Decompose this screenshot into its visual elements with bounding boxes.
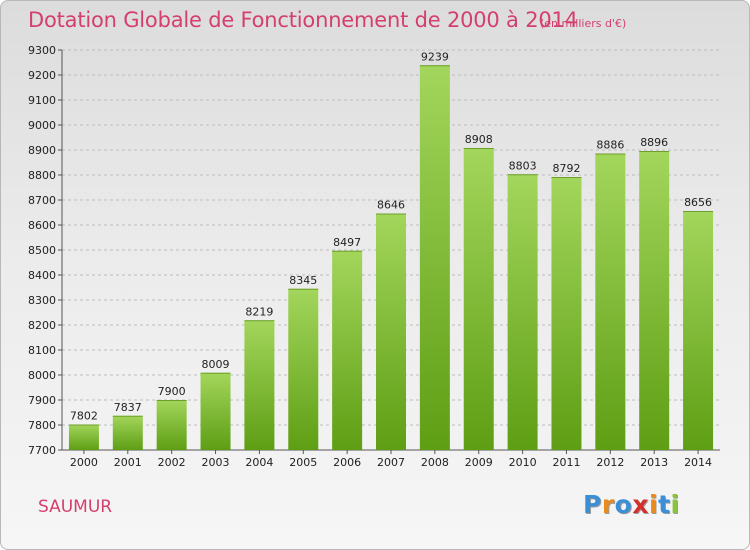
y-tick-label: 8300 bbox=[28, 294, 56, 307]
value-label-2009: 8908 bbox=[465, 133, 493, 146]
y-tick-label: 7700 bbox=[28, 444, 56, 457]
logo-letter: x bbox=[632, 490, 649, 519]
bar-2007 bbox=[376, 213, 406, 450]
x-tick-label: 2006 bbox=[333, 456, 361, 469]
x-tick-label: 2014 bbox=[684, 456, 712, 469]
y-tick-label: 8100 bbox=[28, 344, 56, 357]
logo-letter: o bbox=[614, 490, 633, 519]
x-tick-label: 2009 bbox=[465, 456, 493, 469]
bar-2006 bbox=[332, 250, 363, 450]
value-label-2007: 8646 bbox=[377, 199, 405, 212]
chart-title: Dotation Globale de Fonctionnement de 20… bbox=[28, 8, 578, 32]
logo-letter: i bbox=[649, 490, 659, 519]
bar-2005 bbox=[288, 288, 319, 450]
value-label-2008: 9239 bbox=[421, 50, 449, 63]
bar-2001 bbox=[112, 415, 143, 450]
y-tick-label: 8600 bbox=[28, 219, 56, 232]
x-tick-label: 2012 bbox=[596, 456, 624, 469]
y-tick-label: 8700 bbox=[28, 194, 56, 207]
y-tick-label: 9200 bbox=[28, 69, 56, 82]
y-tick-label: 8900 bbox=[28, 144, 56, 157]
y-tick-label: 8800 bbox=[28, 169, 56, 182]
x-tick-label: 2004 bbox=[245, 456, 273, 469]
x-tick-label: 2005 bbox=[289, 456, 317, 469]
x-tick-label: 2001 bbox=[114, 456, 142, 469]
y-tick-label: 9100 bbox=[28, 94, 56, 107]
y-tick-label: 7800 bbox=[28, 419, 56, 432]
y-tick-label: 8500 bbox=[28, 244, 56, 257]
bar-2000 bbox=[68, 424, 99, 450]
x-tick-label: 2000 bbox=[70, 456, 98, 469]
x-tick-label: 2008 bbox=[421, 456, 449, 469]
labels: 7700 7800 7900 8000 8100 8200 8300 8400 8500 8600… bbox=[28, 44, 712, 469]
bar-2013 bbox=[639, 151, 670, 450]
logo-letter: r bbox=[601, 490, 615, 519]
x-tick-label: 2011 bbox=[552, 456, 580, 469]
value-label-2014: 8656 bbox=[684, 196, 712, 209]
y-tick-label: 9000 bbox=[28, 119, 56, 132]
bar-2008 bbox=[419, 65, 450, 450]
y-tick-label: 9300 bbox=[28, 44, 56, 57]
value-label-2000: 7802 bbox=[70, 410, 98, 423]
bar-2012 bbox=[595, 153, 626, 450]
x-tick-label: 2013 bbox=[640, 456, 668, 469]
bar-2014 bbox=[683, 211, 714, 450]
x-tick-label: 2003 bbox=[202, 456, 230, 469]
value-label-2013: 8896 bbox=[640, 136, 668, 149]
value-label-2011: 8792 bbox=[552, 162, 580, 175]
value-label-2001: 7837 bbox=[114, 401, 142, 414]
city-name: SAUMUR bbox=[38, 497, 113, 517]
x-tick-label: 2010 bbox=[509, 456, 537, 469]
x-tick-label: 2007 bbox=[377, 456, 405, 469]
value-label-2003: 8009 bbox=[202, 358, 230, 371]
logo-letter: i bbox=[670, 490, 680, 519]
value-label-2005: 8345 bbox=[289, 274, 317, 287]
value-label-2012: 8886 bbox=[596, 139, 624, 152]
bar-2002 bbox=[156, 400, 187, 450]
logo-letter: P bbox=[583, 490, 602, 519]
bar-2009 bbox=[463, 148, 494, 450]
logo-letter: t bbox=[658, 490, 671, 519]
bar-2011 bbox=[551, 177, 582, 450]
value-label-2004: 8219 bbox=[245, 305, 273, 318]
chart-subtitle: (en milliers d'€) bbox=[540, 17, 627, 30]
bars bbox=[68, 65, 714, 450]
bar-2003 bbox=[200, 372, 231, 450]
value-label-2006: 8497 bbox=[333, 236, 361, 249]
x-tick-label: 2002 bbox=[158, 456, 186, 469]
bar-2004 bbox=[244, 320, 275, 450]
proxiti-logo: Proxiti bbox=[583, 490, 680, 519]
y-tick-label: 8200 bbox=[28, 319, 56, 332]
y-tick-label: 7900 bbox=[28, 394, 56, 407]
value-label-2002: 7900 bbox=[158, 385, 186, 398]
value-label-2010: 8803 bbox=[509, 159, 537, 172]
y-tick-label: 8000 bbox=[28, 369, 56, 382]
y-tick-label: 8400 bbox=[28, 269, 56, 282]
bar-2010 bbox=[507, 174, 538, 450]
